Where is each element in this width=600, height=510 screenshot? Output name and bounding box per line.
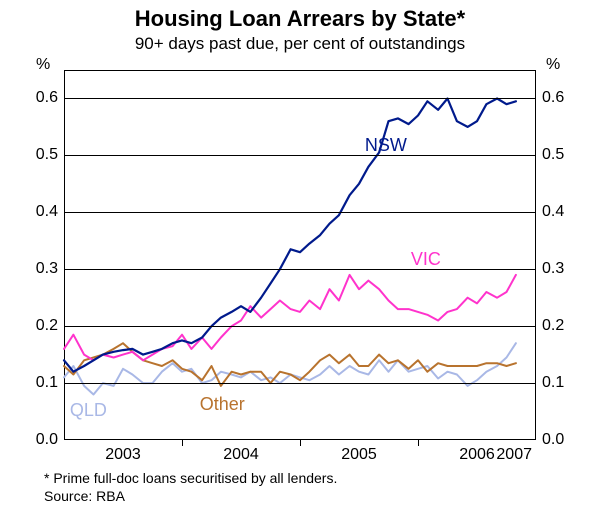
gridline [64,383,536,384]
y-tick-label-right: 0.1 [542,374,564,392]
series-label-VIC: VIC [411,249,441,270]
y-tick-label-left: 0.4 [24,203,58,221]
chart-subtitle: 90+ days past due, per cent of outstandi… [0,34,600,54]
x-tick-label: 2006 [459,446,495,464]
gridline [64,269,536,270]
x-tick-label: 2003 [105,446,141,464]
series-VIC [64,275,516,360]
series-NSW [64,99,516,372]
y-tick-label-right: 0.2 [542,317,564,335]
series-lines [64,70,536,440]
x-tick-label: 2004 [223,446,259,464]
y-tick-label-left: 0.0 [24,431,58,449]
x-tick-label: 2005 [341,446,377,464]
chart-root: Housing Loan Arrears by State* 90+ days … [0,0,600,510]
y-tick-label-left: 0.6 [24,89,58,107]
x-tick-label: 2007 [496,446,532,464]
gridline [64,155,536,156]
y-tick-label-right: 0.5 [542,146,564,164]
x-tick [300,440,301,446]
chart-title: Housing Loan Arrears by State* [0,6,600,32]
y-tick-label-right: 0.6 [542,89,564,107]
y-unit-right: % [546,56,560,74]
x-tick [418,440,419,446]
y-tick-label-left: 0.5 [24,146,58,164]
series-label-QLD: QLD [70,400,107,421]
x-tick [182,440,183,446]
y-tick-label-left: 0.3 [24,260,58,278]
y-tick-label-right: 0.3 [542,260,564,278]
y-tick-label-left: 0.2 [24,317,58,335]
y-unit-left: % [36,56,50,74]
series-label-NSW: NSW [365,135,407,156]
y-tick-label-right: 0.0 [542,431,564,449]
source-line: Source: RBA [44,488,125,504]
y-tick-label-right: 0.4 [542,203,564,221]
plot-area [64,70,536,440]
gridline [64,212,536,213]
footnote: * Prime full-doc loans securitised by al… [44,470,337,486]
gridline [64,98,536,99]
gridline [64,326,536,327]
series-label-Other: Other [200,394,245,415]
y-tick-label-left: 0.1 [24,374,58,392]
